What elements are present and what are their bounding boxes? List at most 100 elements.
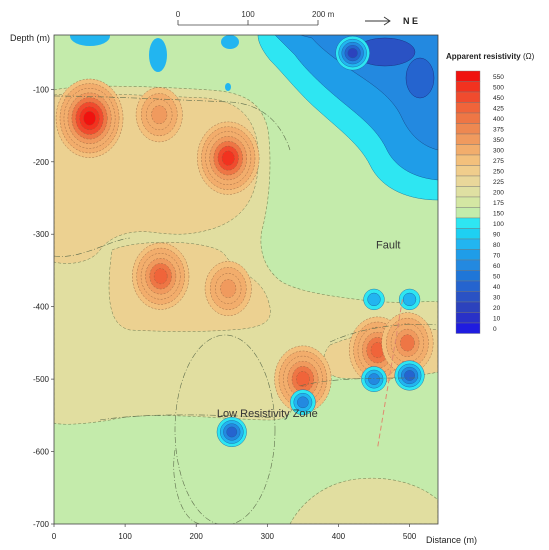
- low-resistivity-anomaly: [363, 288, 385, 311]
- anomaly-contour-ring: [151, 105, 168, 124]
- y-axis-ticks: -100 -200 -300 -400 -500 -600 -700: [33, 85, 54, 529]
- legend-title-text: Apparent resistivity: [446, 52, 521, 61]
- anomaly-contour-ring: [83, 111, 96, 126]
- arrow-icon: [365, 16, 391, 26]
- legend-swatch: [455, 196, 481, 208]
- high-resistivity-anomaly: [204, 261, 252, 316]
- scale-bar: 0 100 200 m: [176, 10, 335, 26]
- y-axis-label: Depth (m): [10, 33, 50, 43]
- legend-level-label: 425: [493, 106, 504, 113]
- anomaly-contour-ring: [368, 373, 380, 385]
- anomaly-contour-ring: [296, 371, 310, 387]
- top-blue-spot-4: [225, 83, 231, 91]
- y-tick-label: -500: [33, 375, 50, 384]
- low-resistivity-anomaly: [335, 35, 370, 71]
- top-blue-spot-2: [149, 38, 167, 72]
- legend-level-label: 175: [493, 200, 504, 207]
- low-resistivity-anomaly: [361, 366, 387, 392]
- legend-swatch: [455, 322, 481, 334]
- blue-core-right: [405, 57, 435, 99]
- top-blue-spot-3: [221, 35, 239, 49]
- high-resistivity-anomaly: [135, 87, 183, 143]
- fault-line: [377, 299, 403, 449]
- legend-swatch: [455, 154, 481, 166]
- x-tick-label: 100: [118, 532, 132, 541]
- x-axis-label: Distance (m): [426, 535, 477, 545]
- legend-level-label: 400: [493, 116, 504, 123]
- tan-lower-right-lobe: [289, 477, 438, 524]
- legend-swatch: [455, 217, 481, 229]
- legend-level-label: 90: [493, 232, 501, 239]
- legend-swatch: [455, 301, 481, 313]
- plot-frame: [53, 34, 439, 525]
- legend-level-label: 40: [493, 284, 501, 291]
- contour-plot-area: [54, 35, 438, 524]
- high-resistivity-anomaly: [132, 242, 190, 310]
- anomaly-contour-ring: [226, 426, 238, 438]
- y-tick-label: -600: [33, 448, 50, 457]
- legend-level-label: 70: [493, 253, 501, 260]
- legend-level-label: 300: [493, 148, 504, 155]
- anomaly-contour-ring: [402, 292, 417, 307]
- x-tick-label: 500: [403, 532, 417, 541]
- legend-level-label: 200: [493, 190, 504, 197]
- x-tick-label: 300: [261, 532, 275, 541]
- legend-level-label: 20: [493, 305, 501, 312]
- legend-swatch: [455, 238, 481, 250]
- y-tick-label: -200: [33, 158, 50, 167]
- high-resistivity-anomaly: [55, 78, 124, 158]
- top-blue-spot-1: [70, 35, 110, 46]
- y-tick-label: -100: [33, 85, 50, 94]
- x-tick-label: 200: [190, 532, 204, 541]
- blue-region-inner: [299, 35, 438, 151]
- anomaly-contour-ring: [220, 279, 237, 298]
- legend-level-label: 100: [493, 221, 504, 228]
- legend-level-label: 550: [493, 74, 504, 81]
- low-resistivity-anomaly: [216, 416, 247, 447]
- legend-level-label: 275: [493, 158, 504, 165]
- legend-level-label: 225: [493, 179, 504, 186]
- orientation-indicator: N E: [365, 16, 418, 26]
- anomaly-contours: [55, 35, 434, 447]
- legend-swatches: 5505004504254003753503002752502252001751…: [455, 70, 504, 334]
- scale-bar-label: 0: [176, 10, 181, 19]
- legend-level-label: 250: [493, 169, 504, 176]
- legend-level-label: 30: [493, 295, 501, 302]
- legend-level-label: 60: [493, 263, 501, 270]
- y-tick-label: -300: [33, 230, 50, 239]
- legend-swatch: [455, 175, 481, 187]
- legend-swatch: [455, 186, 481, 198]
- legend-swatch: [455, 165, 481, 177]
- high-resistivity-anomaly: [197, 121, 260, 195]
- legend-swatch: [455, 249, 481, 261]
- anomaly-contour-ring: [400, 334, 415, 352]
- legend-level-label: 350: [493, 137, 504, 144]
- x-tick-label: 0: [52, 532, 57, 541]
- high-resistivity-anomaly: [381, 312, 434, 374]
- y-tick-label: -400: [33, 303, 50, 312]
- legend-level-label: 0: [493, 326, 497, 333]
- anomaly-contour-ring: [297, 396, 309, 409]
- scale-bar-label: 100: [241, 10, 255, 19]
- legend-swatch: [455, 144, 481, 156]
- legend-swatch: [455, 280, 481, 292]
- legend-swatch: [455, 133, 481, 145]
- dash-dot-contours: [54, 95, 438, 524]
- legend-swatch: [455, 228, 481, 240]
- anomaly-contour-ring: [347, 48, 358, 59]
- legend-swatch: [455, 70, 481, 82]
- legend-swatch: [455, 91, 481, 103]
- legend-level-label: 500: [493, 85, 504, 92]
- legend-level-label: 50: [493, 274, 501, 281]
- anomaly-contour-ring: [221, 150, 235, 166]
- low-resistivity-anomaly: [394, 360, 425, 391]
- legend-swatch: [455, 123, 481, 135]
- legend-unit: (Ω): [523, 52, 535, 61]
- low-resistivity-anomaly: [398, 288, 421, 311]
- legend-swatch: [455, 102, 481, 114]
- fault-annotation: Fault: [376, 240, 400, 252]
- legend-swatch: [455, 259, 481, 271]
- legend-swatch: [455, 112, 481, 124]
- legend-level-label: 450: [493, 95, 504, 102]
